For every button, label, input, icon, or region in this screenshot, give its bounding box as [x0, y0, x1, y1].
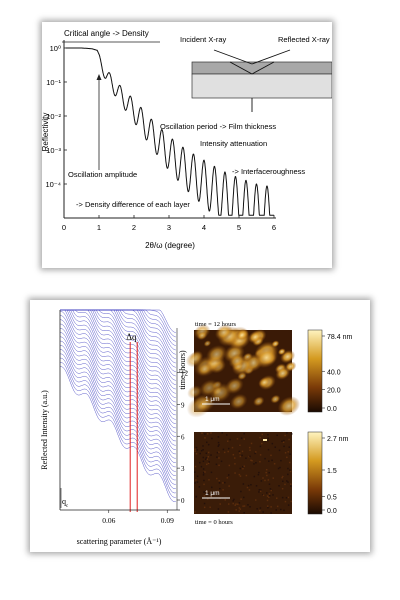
reflectivity-curve	[65, 47, 274, 216]
waterfall-trace	[59, 366, 176, 502]
x-tick-label: 5	[237, 223, 241, 232]
xray-geometry-inset: Incident X-ray Reflected X-ray	[180, 35, 333, 112]
y-tick-label: 10⁰	[50, 44, 61, 53]
x-tick-label: 0	[62, 223, 66, 232]
time-resolved-figure: Δq 0.06 0.09 scattering parameter (Å⁻¹) R…	[40, 309, 352, 546]
y-tick-label: 10⁻¹	[46, 78, 61, 87]
afm-top-title: time = 12 hours	[195, 321, 237, 328]
waterfall-trace	[60, 309, 176, 429]
time-tick: 9	[181, 401, 185, 409]
colorbar-tick: 40.0	[327, 369, 341, 376]
y-axis-label: Reflectivity	[42, 113, 50, 152]
xrr-chart: 0 1 2 3 4 5 6 10⁰ 10⁻¹ 10⁻² 10⁻³ 10⁻⁴ Reflectivity…	[41, 29, 333, 250]
colorbar-12h	[307, 329, 323, 413]
refracted-ray	[229, 61, 253, 75]
waterfall-trace	[60, 349, 176, 485]
waterfall-trace	[60, 309, 176, 416]
colorbar-0h	[307, 431, 323, 515]
colorbar-tick: 78.4 nm	[327, 334, 352, 341]
incident-xray-label: Incident X-ray	[180, 35, 227, 44]
waterfall-y-label: Reflected Intensity (a.u.)	[40, 390, 49, 470]
waterfall-trace	[59, 310, 176, 446]
waterfall-x-label: scattering parameter (Å⁻¹)	[77, 537, 162, 546]
interface-roughness-label: -> Interfaceroughness	[232, 167, 305, 176]
waterfall-trace	[60, 309, 176, 333]
oscillation-period-label: Oscillation period -> Film thickness	[160, 122, 276, 131]
waterfall-trace	[59, 315, 176, 450]
afm-image-12h	[185, 324, 301, 418]
density-difference-label: -> Density difference of each layer	[76, 200, 190, 209]
waterfall-trace	[60, 309, 176, 433]
time-axis-label: time (hours)	[178, 350, 187, 390]
colorbar-tick: 1.5	[327, 468, 337, 475]
oscillation-amplitude-label: Oscillation amplitude	[68, 170, 137, 179]
colorbar-tick: 0.0	[327, 406, 337, 413]
qc-label: qc	[62, 497, 69, 509]
incident-ray	[213, 49, 253, 65]
arrow-head	[96, 74, 102, 80]
intensity-attenuation-label: Intensity attenuation	[200, 139, 267, 148]
colorbar-tick: 2.7 nm	[327, 436, 349, 443]
reflected-xray-label: Reflected X-ray	[278, 35, 330, 44]
y-tick-label: 10⁻³	[46, 146, 61, 155]
y-tick-label: 10⁻⁴	[45, 180, 61, 189]
x-tick-label: 3	[167, 223, 171, 232]
colorbar-tick: 20.0	[327, 388, 341, 395]
waterfall-trace	[60, 353, 176, 489]
waterfall-x-tick: 0.09	[161, 516, 174, 525]
waterfall-trace	[60, 362, 176, 498]
waterfall-trace	[60, 309, 176, 442]
delta-q-label: Δq	[126, 332, 137, 342]
waterfall-trace	[60, 309, 176, 372]
waterfall-trace	[60, 340, 176, 476]
waterfall-trace	[59, 345, 176, 481]
y-tick-label: 10⁻²	[46, 112, 61, 121]
waterfall-trace	[59, 319, 176, 455]
waterfall-trace	[59, 323, 176, 459]
scale-bar-label-12h: 1 μm	[205, 396, 220, 403]
waterfall-trace	[59, 332, 176, 468]
critical-angle-label: Critical angle -> Density	[64, 29, 149, 38]
waterfall-trace	[60, 309, 176, 437]
x-tick-label: 1	[97, 223, 101, 232]
time-tick: 6	[181, 433, 185, 441]
afm-image-0h	[194, 432, 293, 514]
waterfall-trace	[60, 309, 176, 420]
x-tick-label: 6	[272, 223, 276, 232]
x-tick-label: 4	[202, 223, 206, 232]
reflectivity-waterfall	[59, 309, 176, 502]
time-tick: 3	[181, 465, 185, 473]
time-tick: 12	[181, 370, 189, 378]
x-axis-label: 2θ/ω (degree)	[145, 241, 195, 250]
scale-bar-label-0h: 1 μm	[205, 490, 220, 497]
time-resolved-figure-card: Δq 0.06 0.09 scattering parameter (Å⁻¹) R…	[30, 300, 370, 552]
waterfall-trace	[59, 336, 176, 472]
waterfall-x-tick: 0.06	[102, 516, 115, 525]
afm-bottom-title: time = 0 hours	[195, 519, 233, 526]
colorbar-tick: 0.0	[327, 508, 337, 515]
interface-reflection	[251, 61, 275, 75]
waterfall-trace	[60, 309, 176, 424]
colorbar-tick: 0.5	[327, 495, 337, 502]
waterfall-trace	[60, 357, 176, 494]
waterfall-trace	[60, 309, 176, 403]
reflected-ray	[251, 49, 291, 65]
xrr-figure-card: 0 1 2 3 4 5 6 10⁰ 10⁻¹ 10⁻² 10⁻³ 10⁻⁴ Reflectivity…	[41, 22, 333, 268]
x-tick-label: 2	[132, 223, 136, 232]
time-tick: 0	[181, 497, 185, 505]
waterfall-trace	[60, 328, 176, 463]
